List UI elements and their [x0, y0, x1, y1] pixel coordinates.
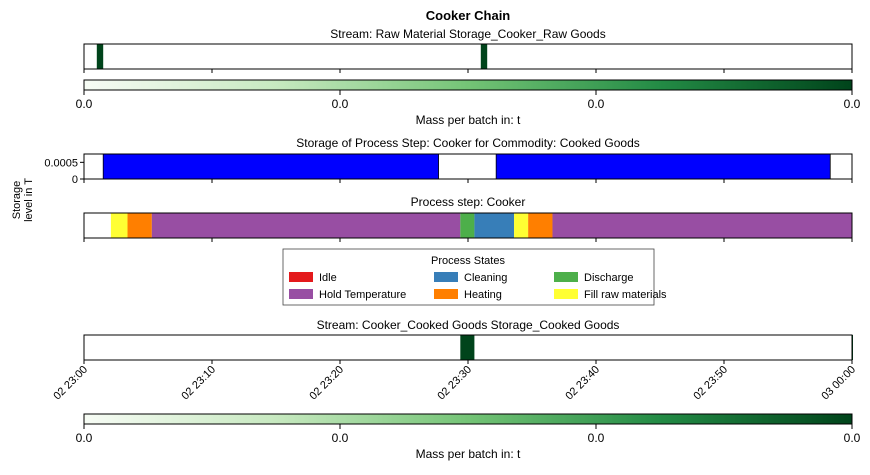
colorbar-bottom-ticks: 0.0 0.0 0.0 0.0 [76, 424, 861, 445]
process-title: Process step: Cooker [411, 195, 526, 209]
process-state-bar [474, 213, 515, 238]
colorbar-tick-label: 0.0 [332, 431, 349, 445]
process-state-bar [514, 213, 529, 238]
legend-swatch [554, 289, 578, 299]
legend-swatch [434, 289, 458, 299]
legend-swatch [289, 289, 313, 299]
stream-event-bar [460, 335, 475, 360]
legend-swatch [289, 272, 313, 282]
storage-title: Storage of Process Step: Cooker for Comm… [296, 136, 640, 150]
legend-items: Idle Cleaning Discharge Hold Temperature Hea… [289, 272, 667, 301]
process-state-bar [151, 213, 461, 238]
colorbar-tick-label: 0.0 [588, 431, 605, 445]
time-axis: 02 23:00 02 23:10 02 23:20 02 23:30 02 23:40… [51, 364, 858, 403]
process-state-bar [528, 213, 553, 238]
colorbar-top-label: Mass per batch in: t [416, 113, 521, 127]
legend-label: Discharge [584, 272, 634, 284]
colorbar-tick-label: 0.0 [588, 97, 605, 111]
legend-title: Process States [431, 255, 505, 267]
storage-ylabel-line1: Storage [11, 181, 23, 220]
chart-title: Cooker Chain [426, 8, 511, 23]
stream-event-bar [480, 44, 488, 69]
stream-in-title: Stream: Raw Material Storage_Cooker_Raw … [330, 27, 605, 41]
legend-swatch [434, 272, 458, 282]
colorbar-bottom-label: Mass per batch in: t [416, 447, 521, 461]
stream-out-frame [83, 334, 853, 361]
storage-y-tick-label: 0.0005 [44, 157, 78, 169]
colorbar-tick-label: 0.0 [76, 97, 93, 111]
process-state-bar [110, 213, 128, 238]
stream-out-title: Stream: Cooker_Cooked Goods Storage_Cook… [317, 318, 620, 332]
legend-label: Cleaning [464, 272, 507, 284]
stream-in-frame [83, 43, 853, 70]
process-panel [83, 213, 853, 242]
storage-level-bar [495, 153, 831, 180]
process-frame [83, 212, 853, 239]
legend-label: Heating [464, 289, 502, 301]
time-tick-label: 02 23:50 [691, 364, 730, 403]
storage-ylabel-line2: level in T [23, 178, 35, 222]
storage-panel [83, 153, 853, 183]
process-state-bar [460, 213, 475, 238]
colorbar-tick-label: 0.0 [844, 97, 861, 111]
legend-label: Fill raw materials [584, 289, 667, 301]
colorbar-top [83, 79, 853, 91]
legend-label: Hold Temperature [319, 289, 406, 301]
colorbar-tick-label: 0.0 [76, 431, 93, 445]
stream-event-bar [96, 44, 104, 69]
legend-swatch [554, 272, 578, 282]
storage-y-tick-label: 0 [72, 174, 78, 186]
colorbar-bottom [83, 413, 853, 425]
colorbar-tick-label: 0.0 [332, 97, 349, 111]
colorbar-top-ticks: 0.0 0.0 0.0 0.0 [76, 90, 861, 111]
time-tick-label: 02 23:20 [307, 364, 346, 403]
time-tick-label: 02 23:40 [563, 364, 602, 403]
storage-frame [83, 153, 853, 180]
process-state-bar [552, 213, 852, 238]
time-tick-label: 02 23:30 [435, 364, 474, 403]
storage-y-ticks: 0.0005 0 [44, 157, 84, 186]
time-tick-label: 03 00:00 [819, 364, 858, 403]
legend-box [282, 248, 655, 306]
stream-in-panel [83, 44, 853, 73]
legend-label: Idle [319, 272, 337, 284]
time-tick-label: 02 23:10 [179, 364, 218, 403]
colorbar-tick-label: 0.0 [844, 431, 861, 445]
storage-level-bar [102, 153, 439, 180]
legend: Process States Idle Cleaning Discharge Hold… [282, 248, 667, 306]
process-state-bar [127, 213, 152, 238]
time-tick-label: 02 23:00 [51, 364, 90, 403]
